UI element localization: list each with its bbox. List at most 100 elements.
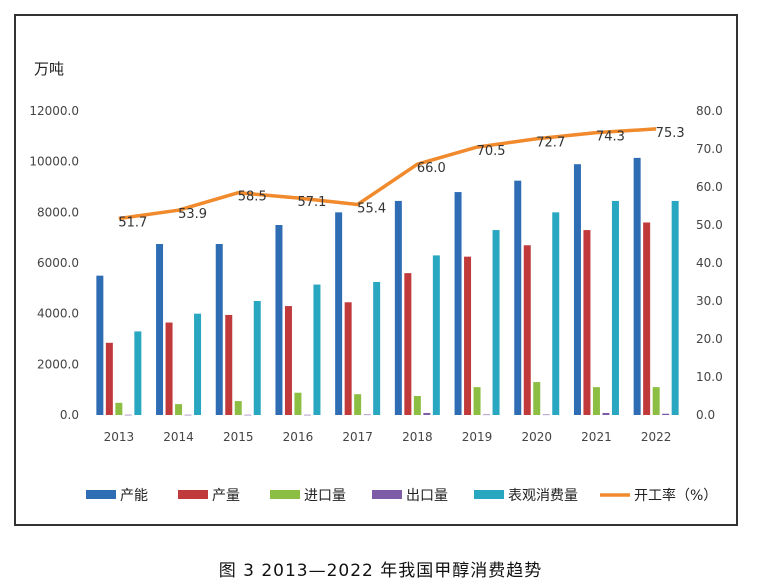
- bar: [423, 412, 431, 415]
- rate-data-label: 57.1: [297, 195, 326, 210]
- bar: [592, 387, 600, 415]
- legend-swatch: [178, 490, 208, 499]
- y2-tick-label: 70.0: [696, 142, 723, 156]
- x-tick-label: 2016: [283, 430, 314, 444]
- bar: [244, 414, 252, 416]
- x-tick-label: 2015: [223, 430, 254, 444]
- rate-data-label: 58.5: [238, 190, 267, 205]
- y-tick-label: 0.0: [60, 408, 79, 422]
- y-tick-label: 8000.0: [37, 205, 79, 219]
- x-tick-label: 2019: [462, 430, 493, 444]
- x-tick-label: 2014: [163, 430, 194, 444]
- rate-line-path: [118, 127, 657, 221]
- x-tick-label: 2020: [521, 430, 552, 444]
- y-axis-ticks: 0.0 2000.0 4000.0 6000.0 8000.0 10000.0 12000.…: [29, 104, 79, 422]
- rate-data-label: 75.3: [656, 126, 685, 141]
- y-tick-label: 12000.0: [29, 104, 79, 118]
- bar: [373, 282, 381, 415]
- bar: [652, 387, 660, 415]
- y2-tick-label: 0.0: [696, 408, 715, 422]
- chart: 万吨 0.0 2000.0 4000.0 6000.0 8000.0 10000.0 120…: [29, 60, 723, 504]
- bar: [335, 212, 343, 415]
- bar: [404, 273, 412, 415]
- rate-data-label: 51.7: [118, 216, 147, 231]
- rate-data-label: 55.4: [357, 201, 386, 216]
- bar: [253, 301, 261, 415]
- bar: [583, 230, 591, 415]
- legend-swatch: [474, 490, 504, 499]
- legend-label: 进口量: [304, 488, 346, 504]
- bar: [662, 413, 670, 415]
- bar: [105, 342, 113, 415]
- bar: [363, 414, 371, 416]
- rate-line: 51.7 53.9 58.5 57.1 55.4 66.0 70.5 72.7 74.3 75.3: [118, 126, 684, 231]
- bar: [354, 394, 362, 415]
- y-tick-label: 10000.0: [29, 155, 79, 169]
- bar: [394, 200, 402, 415]
- bar: [602, 412, 610, 415]
- bar: [165, 322, 173, 415]
- y-tick-label: 2000.0: [37, 357, 79, 371]
- y-tick-label: 4000.0: [37, 307, 79, 321]
- rate-data-label: 70.5: [477, 144, 506, 159]
- y-tick-label: 6000.0: [37, 256, 79, 270]
- bar: [175, 404, 183, 415]
- legend-label: 表观消费量: [508, 488, 578, 504]
- bar: [473, 387, 481, 415]
- bar: [514, 180, 522, 415]
- bar: [611, 200, 619, 415]
- bar: [643, 222, 651, 415]
- bar: [633, 157, 641, 415]
- x-tick-label: 2017: [342, 430, 373, 444]
- x-tick-label: 2021: [581, 430, 612, 444]
- bar: [275, 225, 283, 415]
- y2-axis-ticks: 0.0 10.0 20.0 30.0 40.0 50.0 60.0 70.0 80.0: [696, 104, 723, 422]
- bar: [215, 244, 223, 415]
- bar: [313, 284, 321, 415]
- y2-tick-label: 30.0: [696, 294, 723, 308]
- bar: [533, 382, 541, 415]
- y2-tick-label: 40.0: [696, 256, 723, 270]
- bar: [413, 396, 421, 415]
- rate-data-label: 53.9: [178, 207, 207, 222]
- figure-caption: 图 3 2013—2022 年我国甲醇消费趋势: [218, 561, 543, 581]
- y2-tick-label: 50.0: [696, 218, 723, 232]
- y2-tick-label: 60.0: [696, 180, 723, 194]
- y2-tick-label: 80.0: [696, 104, 723, 118]
- legend-swatch: [86, 490, 116, 499]
- bar: [542, 414, 550, 416]
- legend: 产能 产量 进口量 出口量 表观消费量 开工率（%）: [86, 487, 717, 504]
- legend-label: 产能: [120, 488, 148, 504]
- bar: [671, 200, 679, 415]
- x-axis-ticks: 2013 2014 2015 2016 2017 2018 2019 2020 2021 2022: [104, 430, 672, 444]
- bar: [115, 402, 123, 415]
- bar: [303, 414, 311, 416]
- y-axis-title: 万吨: [34, 60, 64, 78]
- rate-data-label: 66.0: [417, 161, 446, 176]
- bar: [184, 414, 192, 416]
- x-tick-label: 2022: [641, 430, 672, 444]
- bar: [194, 313, 202, 415]
- bar: [134, 331, 142, 415]
- y2-tick-label: 10.0: [696, 370, 723, 384]
- legend-swatch: [372, 490, 402, 499]
- bar: [225, 314, 233, 415]
- bar: [573, 164, 581, 415]
- bar: [124, 414, 132, 416]
- bar: [234, 401, 242, 415]
- bar: [344, 302, 352, 415]
- bar: [156, 244, 164, 415]
- x-tick-label: 2018: [402, 430, 433, 444]
- legend-swatch: [270, 490, 300, 499]
- bars: [96, 157, 679, 416]
- bar: [523, 245, 531, 415]
- bar: [294, 392, 302, 415]
- x-tick-label: 2013: [104, 430, 135, 444]
- bar: [454, 192, 462, 415]
- legend-label: 出口量: [406, 488, 448, 504]
- rate-data-label: 72.7: [536, 136, 565, 151]
- bar: [552, 212, 560, 415]
- bar: [492, 230, 500, 415]
- bar: [432, 255, 440, 415]
- legend-label: 开工率（%）: [634, 487, 717, 504]
